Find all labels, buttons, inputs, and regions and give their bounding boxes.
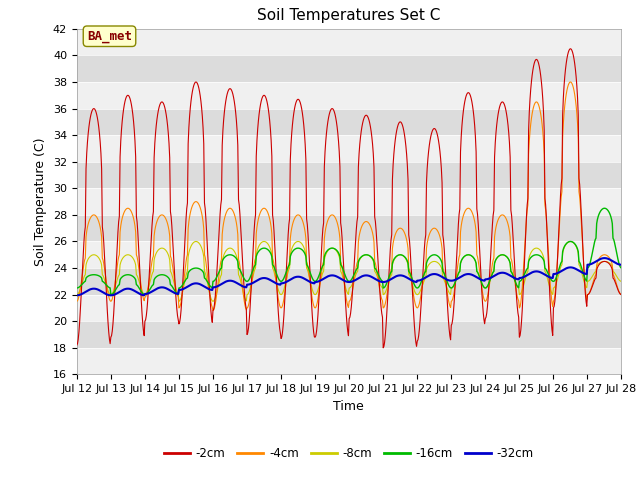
- Y-axis label: Soil Temperature (C): Soil Temperature (C): [35, 137, 47, 266]
- Legend: -2cm, -4cm, -8cm, -16cm, -32cm: -2cm, -4cm, -8cm, -16cm, -32cm: [159, 443, 539, 465]
- Bar: [77, 295, 621, 321]
- Bar: [77, 135, 621, 162]
- Text: BA_met: BA_met: [87, 30, 132, 43]
- X-axis label: Time: Time: [333, 400, 364, 413]
- Bar: [77, 268, 621, 295]
- Bar: [77, 162, 621, 188]
- Bar: [77, 29, 621, 55]
- Bar: [77, 108, 621, 135]
- Bar: [77, 188, 621, 215]
- Bar: [77, 55, 621, 82]
- Bar: [77, 215, 621, 241]
- Bar: [77, 241, 621, 268]
- Bar: [77, 82, 621, 108]
- Bar: [77, 321, 621, 348]
- Bar: [77, 348, 621, 374]
- Title: Soil Temperatures Set C: Soil Temperatures Set C: [257, 9, 440, 24]
